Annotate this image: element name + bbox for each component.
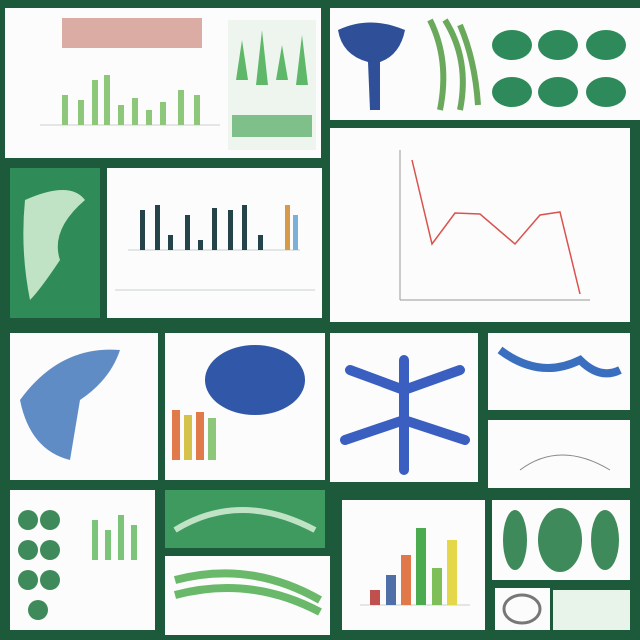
shape [104, 75, 110, 125]
shape [538, 77, 578, 107]
panel-lines [553, 590, 630, 630]
shape [416, 528, 426, 605]
shape [185, 215, 190, 250]
shape [591, 510, 619, 570]
organ [338, 22, 405, 110]
line [411, 159, 581, 295]
shape [131, 525, 137, 560]
shape [105, 530, 111, 560]
branches [497, 346, 622, 378]
shape [132, 98, 138, 125]
header-strip [62, 18, 202, 48]
shape [285, 205, 290, 250]
panel-line-chart [330, 128, 630, 322]
shape [258, 235, 263, 250]
panel [330, 128, 630, 322]
bands [173, 569, 322, 616]
panel-bar-chart-top-left [5, 8, 321, 158]
panel-green-stripes [165, 490, 325, 548]
panel-bar-chart-middle [107, 168, 322, 318]
shape [232, 115, 312, 137]
shape [40, 510, 60, 530]
shape [538, 508, 582, 572]
shape [370, 590, 380, 605]
shape [503, 510, 527, 570]
shape [92, 520, 98, 560]
shape [18, 570, 38, 590]
panel-green-circles [10, 490, 155, 630]
shape [178, 90, 184, 125]
panel-green-bands [165, 556, 330, 635]
shape [194, 95, 200, 125]
plant [427, 18, 481, 111]
shape [155, 205, 160, 250]
shape [160, 102, 166, 125]
plant-chart [228, 20, 316, 150]
shape [386, 575, 396, 605]
panel [342, 500, 485, 630]
shape [118, 515, 124, 560]
shape [538, 30, 578, 60]
shape [78, 100, 84, 125]
bars [62, 75, 200, 125]
panel-illustrations-top-right [330, 8, 640, 120]
curve [519, 454, 611, 471]
shape [168, 235, 173, 250]
organ [205, 345, 305, 415]
panel-blue-illustration [10, 333, 158, 480]
shape [20, 349, 120, 460]
jar [502, 593, 542, 625]
shape [28, 600, 48, 620]
botanical-shape [23, 190, 85, 300]
shape [242, 205, 247, 250]
shape [146, 110, 152, 125]
shape [118, 105, 124, 125]
panel-color-bar-chart [342, 500, 485, 630]
shape [40, 570, 60, 590]
shape [586, 77, 626, 107]
panel-small-chart [488, 420, 630, 488]
tree [340, 355, 470, 475]
shape [401, 555, 411, 605]
shape [208, 418, 216, 460]
circles [18, 510, 60, 620]
shape [140, 210, 145, 250]
shape [40, 540, 60, 560]
stripes [173, 507, 317, 533]
shape [196, 412, 204, 460]
shape [212, 208, 217, 250]
organs [503, 508, 619, 572]
shape [492, 77, 532, 107]
shape [492, 30, 532, 60]
shape [198, 240, 203, 250]
shape [432, 568, 442, 605]
shape [236, 30, 308, 85]
blob-grid [492, 30, 626, 107]
shape [92, 80, 98, 125]
mini-bars [172, 410, 216, 460]
shape [62, 95, 68, 125]
shape [447, 540, 457, 605]
shape [172, 410, 180, 460]
shape [228, 210, 233, 250]
bars [140, 205, 298, 250]
panel-blue-organ [165, 333, 325, 480]
shape [18, 510, 38, 530]
shape [184, 415, 192, 460]
shape [18, 540, 38, 560]
bars [92, 515, 137, 560]
panel-blue-tree [330, 333, 478, 482]
shape [293, 215, 298, 250]
shape [586, 30, 626, 60]
